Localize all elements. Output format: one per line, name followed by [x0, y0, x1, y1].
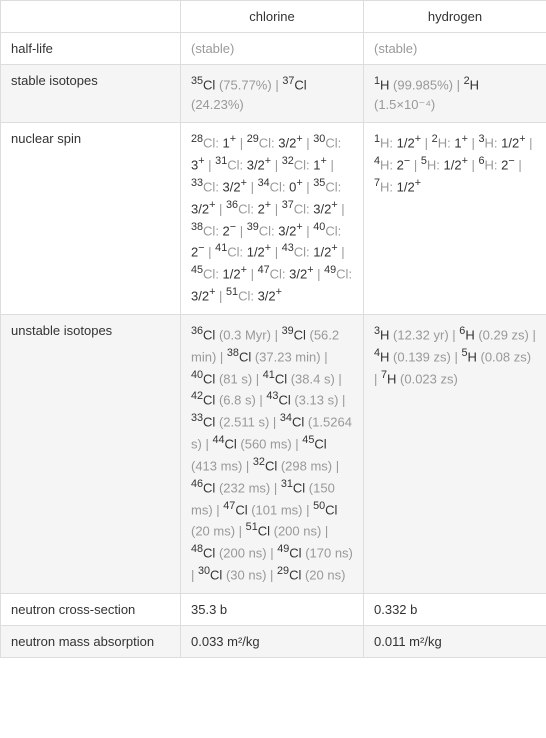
stable-isotopes-hydrogen: 1H (99.985%) | 2H (1.5×10⁻⁴) [364, 65, 546, 123]
properties-table: chlorine hydrogen half-life (stable) (st… [0, 0, 546, 658]
row-unstable-isotopes: unstable isotopes 36Cl (0.3 Myr) | 39Cl … [1, 314, 546, 593]
neutron-mass-hydrogen: 0.011 m²/kg [364, 625, 546, 657]
label-unstable-isotopes: unstable isotopes [1, 314, 181, 593]
row-neutron-cross-section: neutron cross-section 35.3 b 0.332 b [1, 593, 546, 625]
neutron-mass-chlorine: 0.033 m²/kg [181, 625, 364, 657]
header-row: chlorine hydrogen [1, 1, 546, 33]
row-half-life: half-life (stable) (stable) [1, 33, 546, 65]
header-hydrogen: hydrogen [364, 1, 546, 33]
unstable-isotopes-chlorine: 36Cl (0.3 Myr) | 39Cl (56.2 min) | 38Cl … [181, 314, 364, 593]
label-neutron-mass: neutron mass absorption [1, 625, 181, 657]
neutron-cross-hydrogen: 0.332 b [364, 593, 546, 625]
header-chlorine: chlorine [181, 1, 364, 33]
half-life-chlorine: (stable) [181, 33, 364, 65]
label-nuclear-spin: nuclear spin [1, 123, 181, 315]
nuclear-spin-chlorine: 28Cl: 1+ | 29Cl: 3/2+ | 30Cl: 3+ | 31Cl:… [181, 123, 364, 315]
header-blank [1, 1, 181, 33]
row-neutron-mass-absorption: neutron mass absorption 0.033 m²/kg 0.01… [1, 625, 546, 657]
row-stable-isotopes: stable isotopes 35Cl (75.77%) | 37Cl (24… [1, 65, 546, 123]
nuclear-spin-hydrogen: 1H: 1/2+ | 2H: 1+ | 3H: 1/2+ | 4H: 2− | … [364, 123, 546, 315]
unstable-isotopes-hydrogen: 3H (12.32 yr) | 6H (0.29 zs) | 4H (0.139… [364, 314, 546, 593]
neutron-cross-chlorine: 35.3 b [181, 593, 364, 625]
half-life-hydrogen: (stable) [364, 33, 546, 65]
row-nuclear-spin: nuclear spin 28Cl: 1+ | 29Cl: 3/2+ | 30C… [1, 123, 546, 315]
label-neutron-cross: neutron cross-section [1, 593, 181, 625]
label-half-life: half-life [1, 33, 181, 65]
stable-isotopes-chlorine: 35Cl (75.77%) | 37Cl (24.23%) [181, 65, 364, 123]
label-stable-isotopes: stable isotopes [1, 65, 181, 123]
